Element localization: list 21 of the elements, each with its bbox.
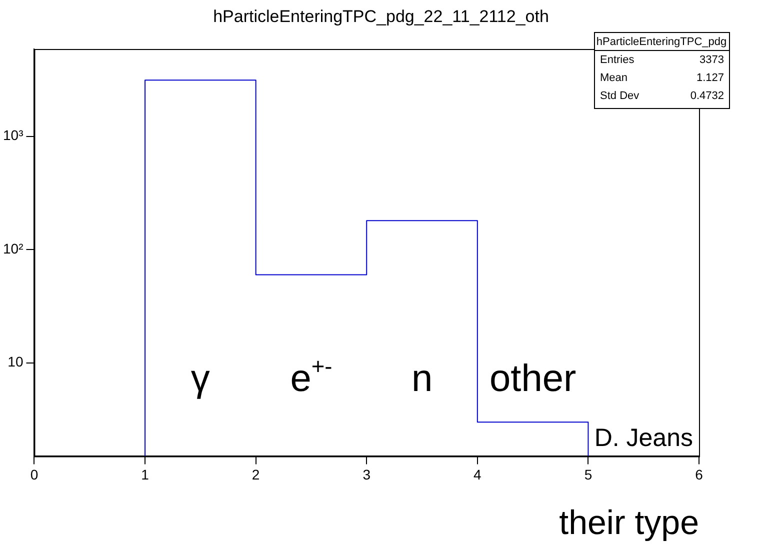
x-tick-label: 1 bbox=[141, 466, 150, 482]
x-tick-label: 3 bbox=[362, 466, 371, 482]
annotation: n bbox=[411, 358, 433, 400]
x-tick-label: 5 bbox=[584, 466, 592, 482]
x-tick-label: 2 bbox=[252, 466, 260, 482]
annotation: D. Jeans bbox=[594, 424, 693, 452]
x-axis-title: their type bbox=[559, 504, 699, 542]
annotation: other bbox=[490, 358, 576, 400]
x-tick-label: 0 bbox=[30, 466, 38, 482]
chart-title: hParticleEnteringTPC_pdg_22_11_2112_oth bbox=[213, 7, 549, 26]
text: Entries 3373 bbox=[600, 54, 724, 66]
annotation: γ bbox=[190, 358, 210, 400]
y-tick-label: 10 bbox=[8, 354, 24, 370]
text: hParticleEnteringTPC_pdg bbox=[596, 36, 727, 48]
text: Mean 1.127 bbox=[600, 72, 724, 84]
annotation: e+- bbox=[290, 352, 332, 400]
y-tick-label: 10³ bbox=[3, 127, 24, 144]
x-tick-label: 4 bbox=[474, 466, 482, 482]
y-tick-label: 10² bbox=[3, 240, 24, 256]
x-tick-label: 6 bbox=[695, 466, 704, 482]
text: Std Dev 0.4732 bbox=[600, 90, 724, 102]
